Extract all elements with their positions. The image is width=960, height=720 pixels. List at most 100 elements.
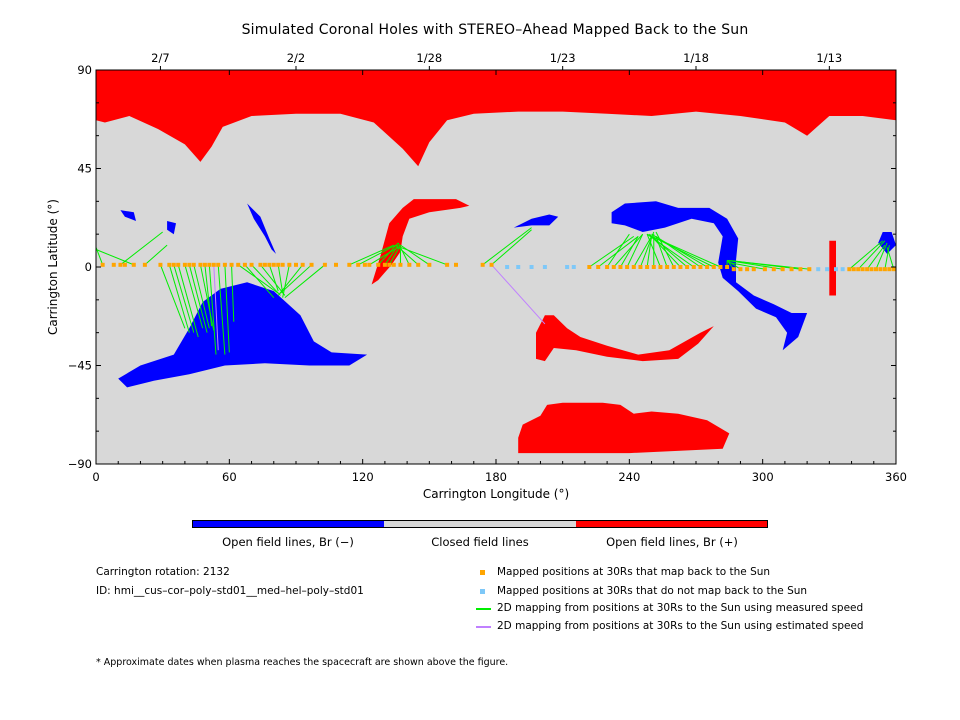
x-axis-label: Carrington Longitude (°) (422, 487, 570, 501)
x-tick-label-3: 180 (485, 470, 507, 484)
measured-mapping-line-41 (597, 235, 639, 268)
measured-mapping-line-30 (377, 242, 399, 266)
coronal-hole-negative-8 (513, 214, 559, 228)
mapped-point-47 (445, 262, 450, 267)
measured-mapping-line-69 (866, 244, 886, 270)
unmapped-point-5 (571, 265, 576, 269)
mapped-point-25 (267, 262, 272, 267)
measured-mapping-line-15 (224, 264, 230, 353)
measured-mapping-line-37 (400, 246, 448, 266)
mapped-point-13 (198, 262, 203, 267)
measured-mapping-line-16 (231, 264, 235, 322)
measured-mapping-line-43 (613, 233, 644, 268)
mapped-point-48 (454, 262, 458, 267)
unmapped-point-0 (505, 265, 510, 269)
mapped-point-83 (851, 267, 856, 272)
measured-mapping-line-14 (217, 264, 226, 355)
mapped-point-3 (122, 262, 127, 267)
mapped-point-50 (489, 262, 494, 267)
mapped-point-86 (865, 267, 870, 272)
mapped-point-91 (887, 267, 892, 272)
coronal-hole-negative-6 (220, 302, 296, 344)
measured-mapping-line-7 (177, 264, 199, 338)
mapped-point-60 (651, 265, 656, 269)
mapped-point-35 (347, 262, 352, 267)
chart-title: Simulated Coronal Holes with STEREO–Ahea… (241, 22, 749, 38)
measured-mapping-line-35 (395, 244, 419, 266)
measured-mapping-line-17 (237, 264, 279, 294)
y-tick-label-2: 0 (85, 260, 92, 274)
mapped-point-40 (382, 262, 387, 267)
mapped-point-5 (142, 262, 147, 267)
coronal-hole-positive-0 (96, 70, 896, 167)
unmapped-point-6 (816, 267, 821, 272)
mapped-point-19 (229, 262, 234, 267)
mapped-point-24 (262, 262, 267, 267)
colorbar-closed (384, 520, 576, 528)
measured-mapping-line-31 (384, 244, 399, 266)
mapped-point-65 (685, 265, 690, 269)
mapped-marker-icon (480, 570, 485, 575)
measured-mapping-line-3 (144, 244, 168, 266)
unmapped-point-4 (565, 265, 570, 269)
mapped-point-7 (167, 262, 172, 267)
measured-mapping-line-46 (633, 236, 652, 268)
carrington-rotation: Carrington rotation: 2132 (96, 566, 230, 578)
mapped-point-32 (309, 262, 314, 267)
x-tick-label-5: 300 (752, 470, 774, 484)
axes: 0 60 120 180 240 300 360 90 45 0 −45 −90 2/7 2/2 1/28 1… (68, 51, 907, 484)
x-tick-label-0: 0 (92, 470, 99, 484)
y-tick-label-4: −90 (68, 457, 92, 471)
measured-mapping-line-42 (606, 233, 630, 268)
measured-mapping-line-9 (188, 264, 208, 333)
mapped-point-75 (751, 267, 756, 272)
measured-mapping-line-18 (244, 264, 275, 298)
date-tick-label-1: 2/2 (287, 51, 306, 65)
measured-mapping-line-27 (349, 244, 394, 266)
measured-mapping-line-38 (491, 229, 532, 266)
coronal-hole-negative-12 (247, 203, 276, 254)
coronal-hole-positive-3 (518, 402, 730, 454)
mapped-point-72 (731, 267, 736, 272)
y-tick-label-1: 45 (77, 162, 92, 176)
measured-mapping-line-12 (204, 264, 213, 327)
measured-line-icon (476, 608, 491, 610)
mapped-point-87 (869, 267, 874, 272)
mapped-point-36 (356, 262, 361, 267)
x-tick-label-1: 60 (222, 470, 237, 484)
mapped-point-22 (249, 262, 254, 267)
measured-mapping-line-44 (620, 236, 639, 268)
mapped-point-42 (391, 262, 396, 267)
measured-mapping-line-2 (120, 231, 163, 266)
date-tick-label-3: 1/23 (550, 51, 576, 65)
mapped-point-41 (387, 262, 392, 267)
measured-mapping-line-62 (726, 260, 741, 270)
mapped-point-46 (427, 262, 432, 267)
colorbar-negative (192, 520, 384, 528)
measured-mapping-line-29 (369, 246, 399, 266)
mapped-point-30 (294, 262, 298, 267)
coronal-hole-negative-7 (611, 201, 808, 351)
mapped-point-68 (705, 265, 710, 269)
date-tick-label-0: 2/7 (151, 51, 170, 65)
measured-mapping-line-36 (400, 244, 430, 266)
mapped-point-85 (860, 267, 865, 272)
mapped-point-12 (191, 262, 196, 267)
measured-mapping-line-70 (875, 242, 888, 270)
plot-background (96, 70, 896, 464)
mapped-point-37 (362, 262, 367, 267)
measured-mapping-line-40 (589, 235, 635, 268)
mapped-point-1 (111, 262, 116, 267)
colorbar-positive-label: Open field lines, Br (+) (606, 535, 738, 549)
y-tick-label-0: 90 (77, 63, 92, 77)
mapped-point-56 (625, 265, 630, 269)
mapped-point-39 (376, 262, 381, 267)
mapped-point-55 (618, 265, 623, 269)
measured-mapping-line-59 (651, 235, 721, 268)
measured-mapping-line-48 (646, 236, 653, 268)
mapped-point-58 (638, 265, 643, 269)
colorbar-positive (576, 520, 768, 528)
unmapped-point-2 (529, 265, 534, 269)
mapped-point-8 (171, 262, 176, 267)
measured-mapping-line-34 (397, 242, 410, 266)
